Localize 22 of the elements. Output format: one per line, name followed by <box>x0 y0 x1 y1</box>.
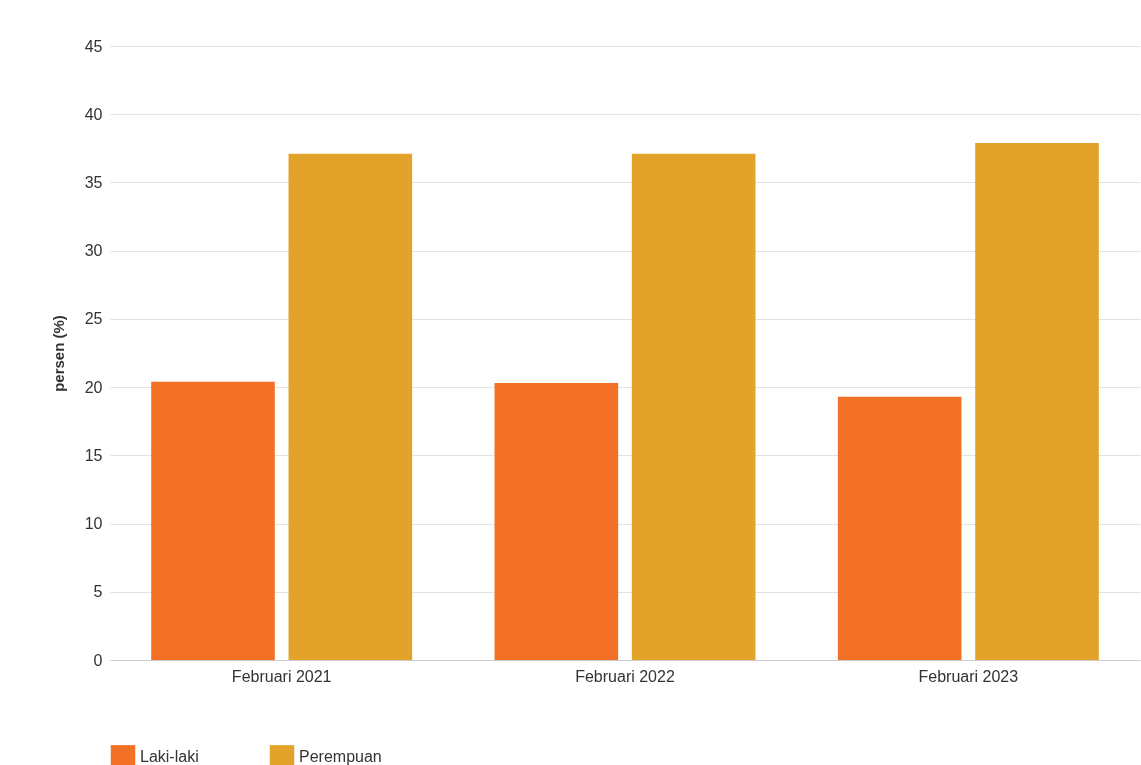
legend-label: Perempuan <box>299 748 382 765</box>
y-tick-label: 45 <box>84 37 103 55</box>
bar <box>494 383 619 660</box>
y-tick-label: 30 <box>84 242 103 260</box>
y-tick-label: 20 <box>84 378 103 396</box>
y-axis-title: persen (%) <box>49 315 67 392</box>
x-tick-label: Februari 2021 <box>231 667 332 685</box>
y-tick-label: 15 <box>84 446 103 464</box>
bar <box>975 142 1099 660</box>
x-tick-label: Februari 2023 <box>918 667 1019 685</box>
legend-label: Laki-laki <box>140 748 199 765</box>
y-tick-label: 40 <box>84 105 103 123</box>
bar <box>837 396 962 660</box>
bar <box>288 153 413 660</box>
y-tick-label: 0 <box>93 651 103 669</box>
x-tick-label: Februari 2022 <box>575 667 675 685</box>
y-tick-label: 5 <box>93 583 103 601</box>
y-tick-label: 10 <box>84 515 103 533</box>
bar <box>631 153 756 660</box>
bar <box>151 381 275 660</box>
y-tick-label: 25 <box>84 310 103 328</box>
y-tick-label: 35 <box>84 173 103 191</box>
